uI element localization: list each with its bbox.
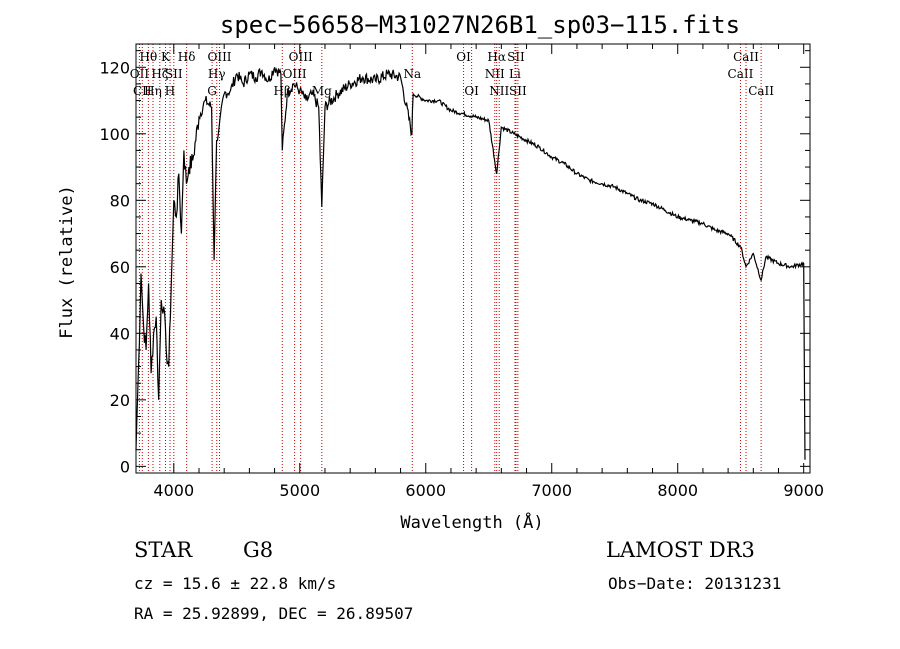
y-tick-label: 40 [110,324,130,343]
spectral-line-label: Hθ [139,50,157,64]
redshift-cz: cz = 15.6 ± 22.8 km/s [134,574,337,593]
spectral-line-label: CaII [733,50,759,64]
spectral-line-label: SII [165,67,183,81]
spectral-line-markers: OIICIIHθHηHζKHSIIHδGHγOIIIHβOIIIOIIIMgNa… [130,44,774,473]
spectral-line-label: NII [489,84,509,98]
object-subclass: G8 [243,538,274,562]
x-tick-label: 8000 [657,481,698,500]
y-tick-label: 20 [110,391,130,410]
spectral-line-label: NII [485,67,505,81]
plot-frame [135,43,811,474]
spectral-line-label: CaII [748,84,774,98]
chart-title: spec−56658−M31027N26B1_sp03−115.fits [220,11,740,39]
spectral-line-label: CaII [728,67,754,81]
observation-date: Obs−Date: 20131231 [608,574,782,593]
survey-name: LAMOST DR3 [606,538,755,562]
x-axis-ticks: 4000 5000 6000 7000 8000 9000 [153,44,824,500]
spectral-line-label: Li [509,67,521,81]
x-axis-label: Wavelength (Å) [400,511,543,533]
x-tick-label: 5000 [279,481,320,500]
y-tick-label: 100 [99,125,130,144]
spectral-line-label: OIII [289,50,313,64]
spectral-line-label: K [161,50,171,64]
y-tick-label: 120 [99,58,130,77]
spectral-line-label: OII [130,67,150,81]
y-axis-ticks: 0 20 40 60 80 100 120 [99,50,810,476]
spectral-line-label: OI [464,84,479,98]
spectral-line-label: SII [507,50,525,64]
y-tick-label: 80 [110,191,130,210]
x-tick-label: 4000 [153,481,194,500]
spectral-line-label: CII [133,84,152,98]
spectral-line-label: Hζ [151,67,168,81]
x-tick-label: 9000 [783,481,824,500]
spectral-line-label: OI [456,50,471,64]
spectral-line-label: G [207,84,217,98]
spectral-line-label: Hη [144,84,162,98]
spectral-line-label: Hγ [208,67,226,81]
spectral-line-label: Hα [487,50,506,64]
spectral-line-label: OIII [207,50,231,64]
x-tick-label: 7000 [531,481,572,500]
spectral-line-label: H [165,84,175,98]
spectrum-chart: spec−56658−M31027N26B1_sp03−115.fits OII… [57,11,824,533]
y-tick-label: 60 [110,258,130,277]
x-tick-label: 6000 [405,481,446,500]
spectral-line-label: Mg [312,84,332,98]
spectral-line-label: OIII [283,67,307,81]
coordinates: RA = 25.92899, DEC = 26.89507 [134,604,414,623]
spectral-line-label: Hδ [178,50,196,64]
y-tick-label: 0 [120,457,130,476]
flux-series-line [135,67,806,460]
spectral-line-label: SII [509,84,527,98]
y-axis-label: Flux (relative) [57,185,77,339]
object-class: STAR [134,538,193,562]
spectral-line-label: Na [403,67,421,81]
